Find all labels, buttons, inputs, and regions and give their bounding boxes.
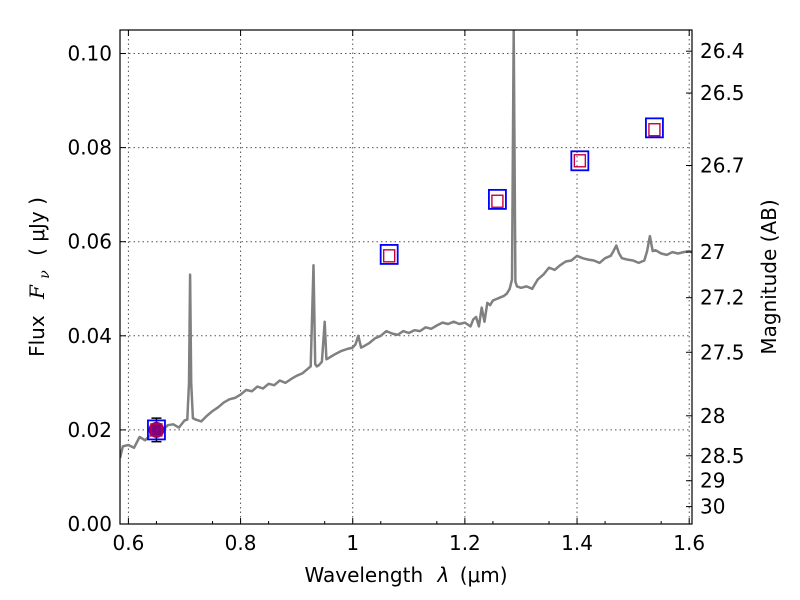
x-tick-label: 1.2 xyxy=(449,531,481,555)
model-marker-blue xyxy=(379,244,399,265)
y-tick-label: 0.06 xyxy=(67,230,112,254)
y2-tick-label: 29 xyxy=(700,469,725,493)
y-tick-label: 0.02 xyxy=(67,418,112,442)
model-marker-red xyxy=(150,423,163,437)
model-marker-blue xyxy=(488,188,507,210)
y-axis-label-subscript: ν xyxy=(37,270,53,279)
y2-tick-label: 28 xyxy=(700,404,725,428)
y-tick-label: 0.08 xyxy=(67,136,112,160)
model-marker-red xyxy=(382,249,396,263)
x-tick-label: 0.8 xyxy=(225,531,257,555)
y2-tick-label: 26.7 xyxy=(700,153,745,177)
y2-tick-label: 26.5 xyxy=(700,81,745,105)
spectrum-line xyxy=(120,30,692,459)
x-tick-label: 1.6 xyxy=(673,531,705,555)
model-marker-blue xyxy=(147,419,166,441)
axes-frame xyxy=(119,29,693,525)
model-marker-blue xyxy=(570,150,590,172)
secondary-y-axis-label: Magnitude (AB) xyxy=(757,199,781,354)
axis-ticks: 0.6 0.8 1 1.2 1.4 1.6 0.00 0.02 0.04 0.06 0.08 0.10… xyxy=(67,30,745,555)
model-marker-red xyxy=(573,154,587,168)
y2-tick-label: 30 xyxy=(700,495,725,519)
y-tick-label: 0.10 xyxy=(67,42,112,66)
observed-data-point xyxy=(148,421,165,438)
x-axis-label-symbol: λ xyxy=(437,563,450,587)
model-marker-red xyxy=(491,194,504,208)
model-marker-red xyxy=(648,123,661,137)
y2-tick-label: 27.2 xyxy=(700,286,745,310)
x-axis-label: Wavelength λ (μm) xyxy=(304,563,507,587)
x-tick-label: 1.4 xyxy=(561,531,593,555)
x-axis-label-text: Wavelength xyxy=(304,563,423,587)
plot-area xyxy=(120,30,692,459)
x-axis-label-unit: (μm) xyxy=(460,563,508,587)
y-axis-label-text: Flux xyxy=(25,315,49,357)
x-tick-label: 1 xyxy=(346,531,359,555)
y-axis-label-symbol: F xyxy=(25,284,49,300)
y-tick-label: 0.00 xyxy=(67,512,112,536)
y-tick-label: 0.04 xyxy=(67,324,112,348)
y2-tick-label: 27 xyxy=(700,240,725,264)
y2-tick-label: 27.5 xyxy=(700,340,745,364)
y-axis-label-unit: ( μJy ) xyxy=(25,197,49,256)
y2-tick-label: 28.5 xyxy=(700,444,745,468)
y2-tick-label: 26.4 xyxy=(700,39,745,63)
x-tick-label: 0.6 xyxy=(113,531,145,555)
y-axis-label: Flux F ν ( μJy ) xyxy=(25,197,54,357)
model-marker-blue xyxy=(645,117,664,139)
